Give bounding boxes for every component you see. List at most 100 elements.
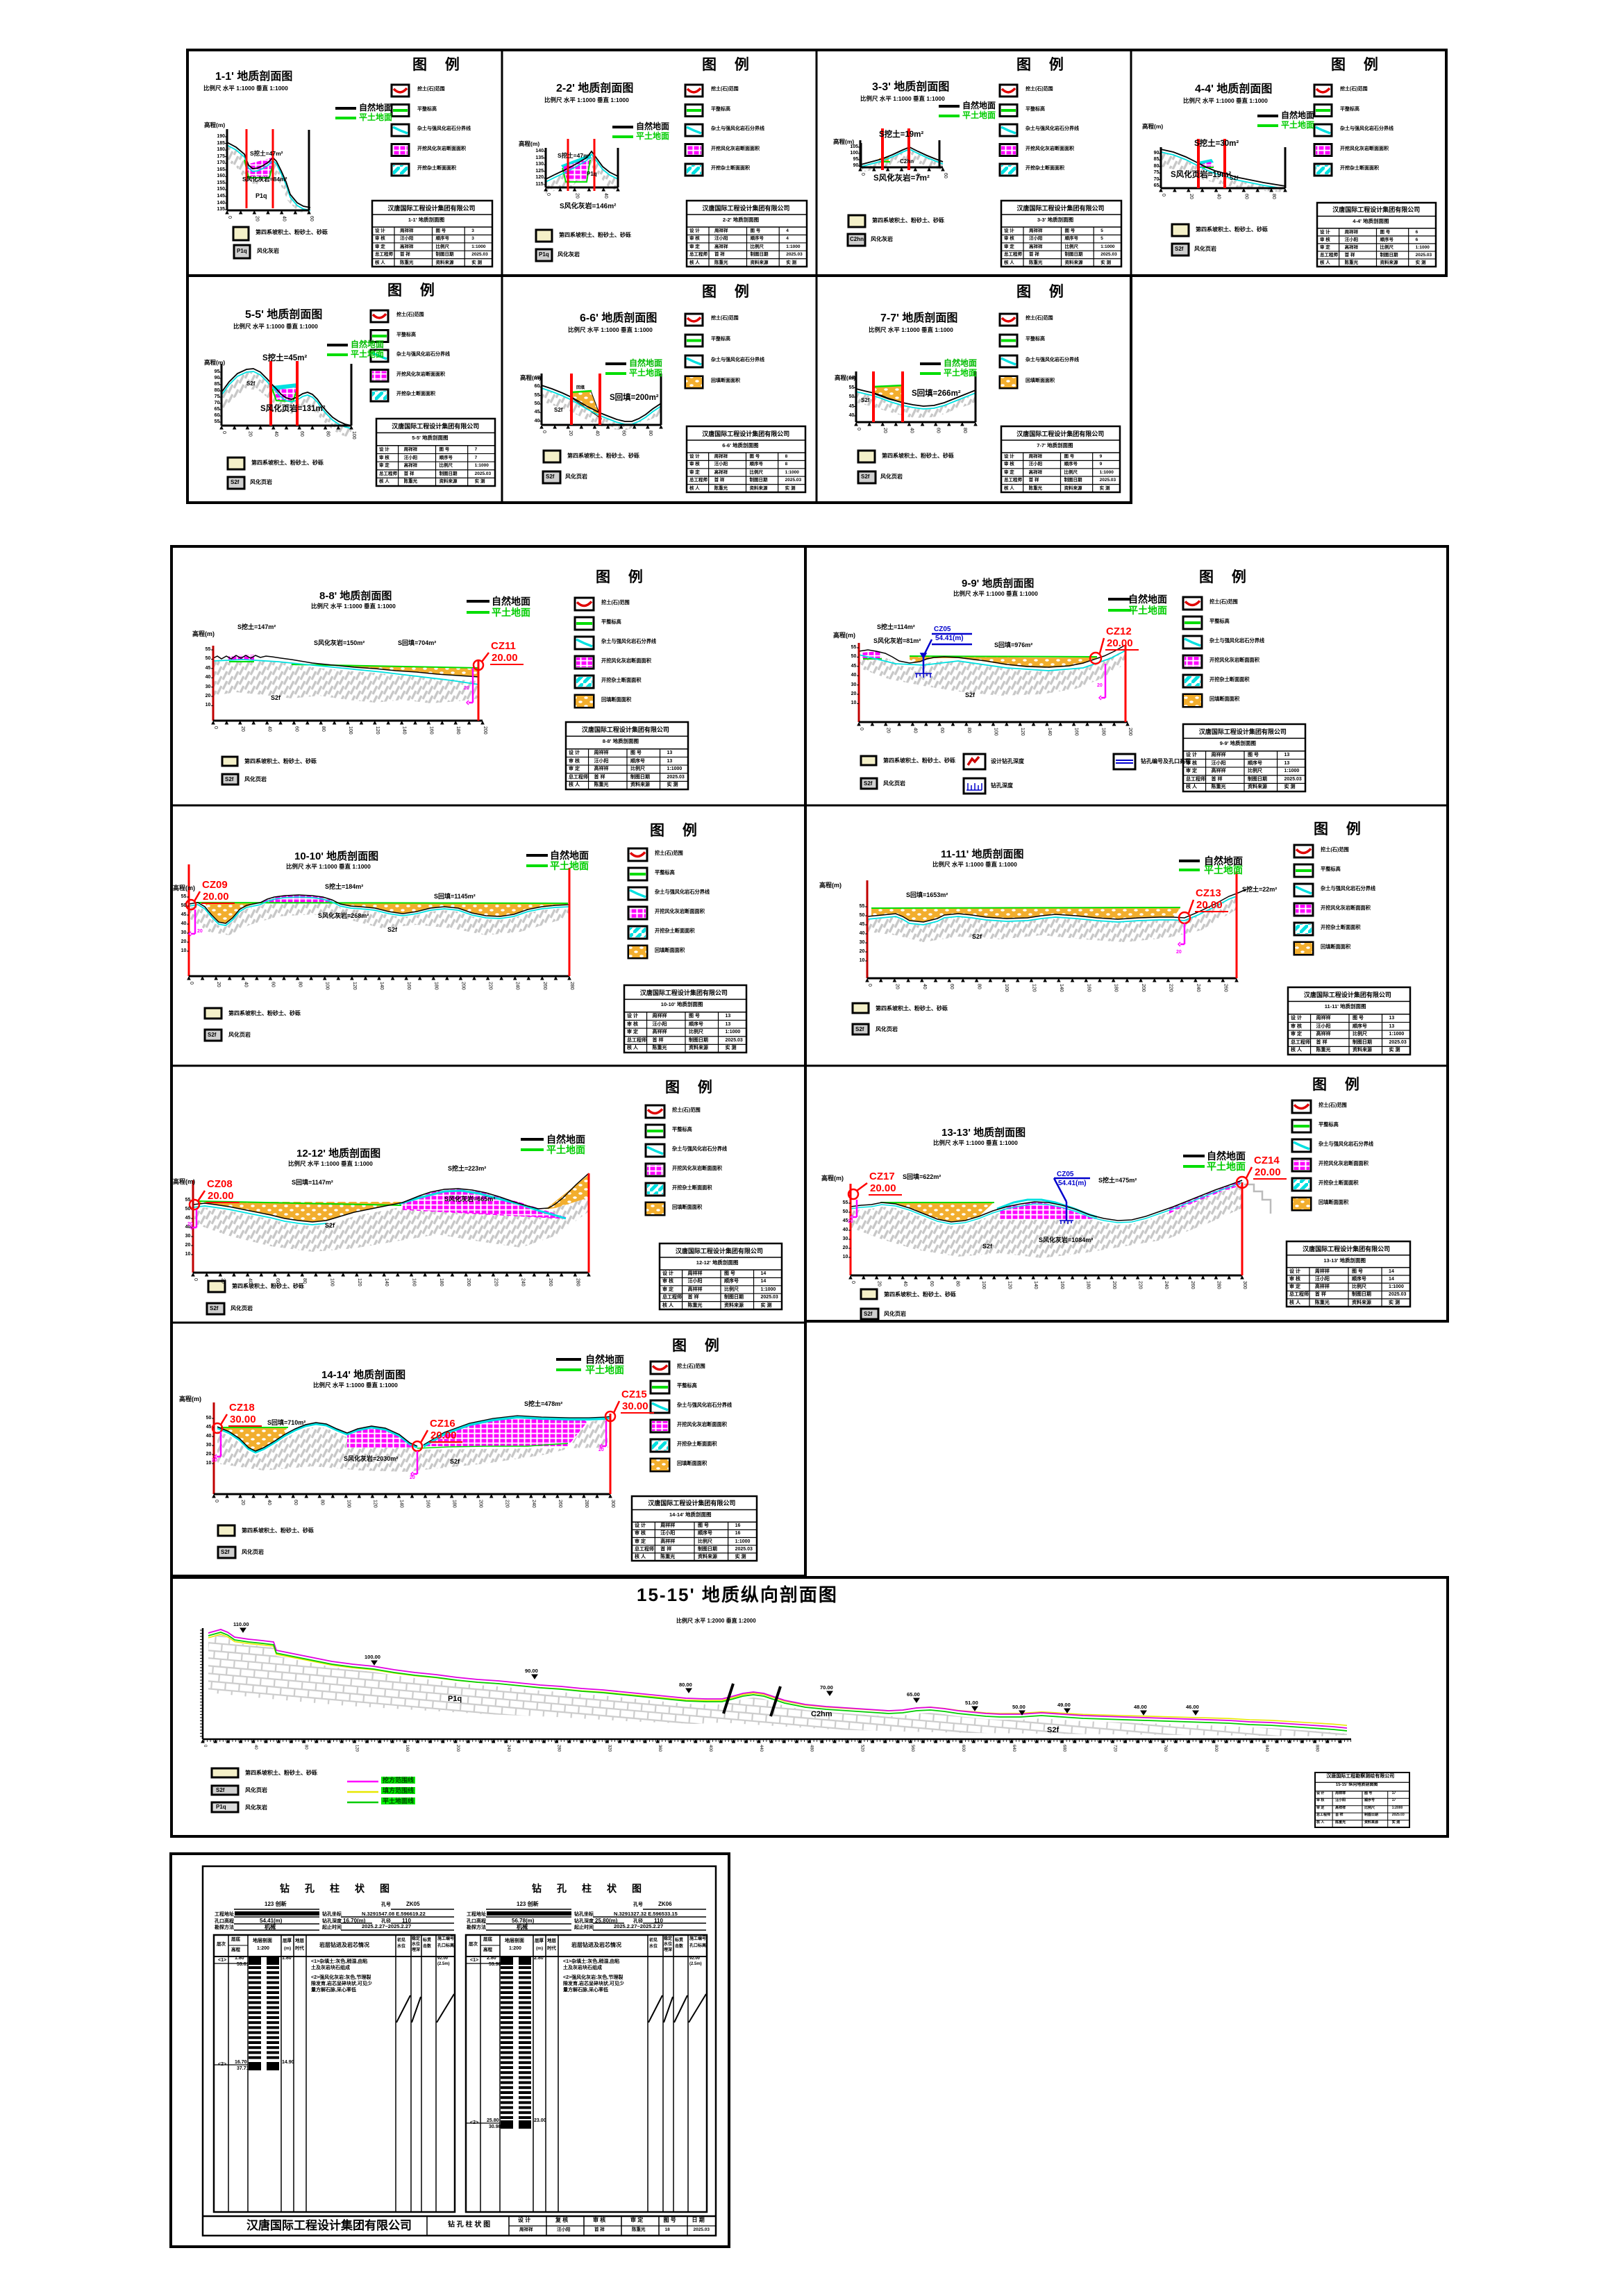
svg-text:100: 100 [330,1278,335,1287]
svg-text:180: 180 [439,1278,444,1287]
svg-text:0: 0 [856,428,861,430]
svg-text:0: 0 [1161,194,1166,196]
svg-text:80: 80 [326,431,330,437]
svg-text:640: 640 [1012,1745,1016,1752]
svg-text:160: 160 [406,982,411,990]
svg-text:0: 0 [542,430,546,433]
svg-text:60: 60 [309,216,314,221]
svg-text:80: 80 [321,726,326,732]
svg-text:140: 140 [384,1278,389,1287]
svg-text:240: 240 [531,1500,536,1508]
svg-text:200: 200 [1128,728,1132,736]
svg-text:260: 260 [542,982,547,990]
svg-text:200: 200 [483,726,487,735]
svg-text:0: 0 [214,1500,219,1502]
svg-text:100: 100 [981,1281,986,1289]
svg-text:760: 760 [1163,1745,1167,1752]
svg-text:200: 200 [466,1278,471,1287]
svg-text:0: 0 [213,726,218,729]
svg-text:260: 260 [1223,984,1228,992]
svg-text:160: 160 [428,726,433,735]
svg-text:400: 400 [708,1745,712,1752]
svg-text:60: 60 [275,1278,280,1284]
svg-text:20: 20 [877,1281,882,1287]
svg-text:140: 140 [1059,984,1064,992]
svg-text:140: 140 [379,982,384,990]
svg-text:200: 200 [1141,984,1146,992]
svg-text:60: 60 [949,984,954,989]
svg-text:180: 180 [1100,728,1105,736]
svg-text:220: 220 [1168,984,1173,992]
svg-text:80: 80 [302,1278,307,1284]
svg-text:120: 120 [357,1278,362,1287]
svg-text:60: 60 [270,982,275,987]
svg-text:40: 40 [603,193,608,199]
svg-text:220: 220 [493,1278,498,1287]
svg-text:0: 0 [859,728,864,730]
svg-text:200: 200 [478,1500,483,1508]
svg-text:100: 100 [346,1500,351,1508]
svg-text:260: 260 [558,1500,562,1508]
svg-text:20: 20 [247,431,252,437]
svg-text:0: 0 [546,193,551,196]
svg-text:40: 40 [267,1500,271,1505]
svg-text:200: 200 [1112,1281,1116,1289]
svg-text:20: 20 [575,193,580,199]
svg-text:560: 560 [910,1745,914,1752]
svg-text:0: 0 [227,216,232,219]
svg-text:240: 240 [1164,1281,1169,1289]
svg-text:0: 0 [867,984,872,987]
svg-text:60: 60 [621,430,626,436]
svg-text:120: 120 [1007,1281,1012,1289]
svg-text:80: 80 [966,728,971,733]
svg-text:0: 0 [221,431,226,434]
svg-text:20: 20 [220,1278,225,1284]
svg-text:40: 40 [282,216,287,221]
svg-text:60: 60 [293,1500,298,1505]
svg-text:80: 80 [298,982,303,987]
svg-text:200: 200 [455,1745,460,1752]
svg-text:0: 0 [851,1281,855,1284]
svg-text:80: 80 [1271,194,1276,199]
svg-text:300: 300 [1242,1281,1247,1289]
svg-text:80: 80 [962,428,967,433]
svg-text:680: 680 [1062,1745,1066,1752]
svg-text:220: 220 [1138,1281,1143,1289]
svg-text:280: 280 [569,982,574,990]
svg-text:20: 20 [240,726,245,732]
svg-text:800: 800 [1214,1745,1218,1752]
svg-text:180: 180 [455,726,460,735]
svg-text:320: 320 [607,1745,611,1752]
svg-text:40: 40 [267,726,272,732]
svg-text:40: 40 [903,1281,907,1287]
svg-text:280: 280 [1216,1281,1221,1289]
svg-text:880: 880 [1315,1745,1319,1752]
svg-text:60: 60 [939,728,944,733]
svg-text:120: 120 [1020,728,1025,736]
svg-text:40: 40 [253,1745,258,1750]
svg-text:20: 20 [882,428,887,433]
svg-text:260: 260 [1190,1281,1195,1289]
svg-text:40: 40 [1216,194,1221,199]
svg-text:280: 280 [575,1278,580,1287]
svg-text:180: 180 [1085,1281,1090,1289]
svg-text:0: 0 [203,1745,207,1748]
svg-text:20: 20 [1189,194,1194,199]
svg-text:20: 20 [568,430,573,436]
svg-text:480: 480 [810,1745,814,1752]
svg-text:60: 60 [936,428,941,433]
svg-text:240: 240 [1196,984,1200,992]
svg-text:40: 40 [594,430,599,436]
svg-text:280: 280 [557,1745,561,1752]
svg-text:100: 100 [325,982,330,990]
svg-text:0: 0 [189,982,194,984]
svg-text:40: 40 [243,982,248,987]
svg-text:80: 80 [304,1745,308,1750]
svg-text:40: 40 [248,1278,253,1284]
svg-text:120: 120 [372,1500,377,1508]
svg-text:20: 20 [216,982,221,987]
svg-text:20: 20 [240,1500,245,1505]
svg-text:100: 100 [1004,984,1009,992]
svg-text:40: 40 [915,173,920,178]
svg-text:120: 120 [1031,984,1036,992]
